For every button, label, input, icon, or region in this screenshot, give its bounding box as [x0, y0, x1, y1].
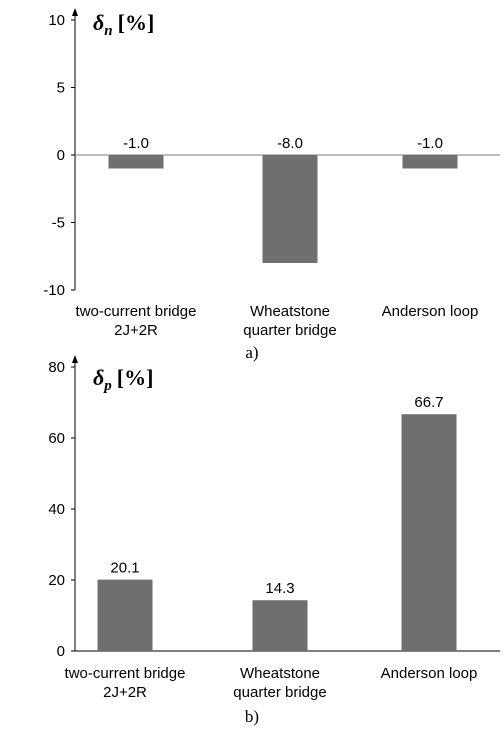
y-label-symbol: δ — [93, 365, 104, 390]
y-tick-label: -5 — [52, 215, 65, 232]
y-axis-label: δn [%] — [93, 10, 154, 39]
category-label: two-current bridge — [76, 303, 197, 320]
y-label-unit: [%] — [117, 365, 154, 390]
category-label: quarter bridge — [233, 684, 326, 701]
data-label: -1.0 — [123, 135, 149, 152]
y-label-unit: [%] — [118, 10, 155, 35]
y-tick-label: 0 — [57, 147, 65, 164]
bar — [262, 155, 318, 263]
y-tick-label: 60 — [48, 430, 65, 447]
category-label: Wheatstone — [250, 303, 330, 320]
category-label: Wheatstone — [240, 665, 320, 682]
y-axis-arrow — [72, 8, 78, 16]
data-label: 66.7 — [414, 394, 443, 411]
y-axis-label: δp [%] — [93, 365, 153, 394]
data-label: -8.0 — [277, 135, 303, 152]
y-axis-arrow — [72, 355, 78, 363]
data-label: 14.3 — [265, 580, 294, 597]
y-tick-label: 0 — [57, 643, 65, 660]
bar — [402, 155, 458, 169]
chart-b: 80 60 40 20 0 20.1 14.3 66.7 two-current bridge 2… — [48, 355, 500, 726]
chart-a: 10 5 0 -5 -10 -1.0 -8.0 -1.0 two-current bridge 2… — [43, 8, 500, 362]
y-label-subscript: n — [104, 23, 112, 39]
category-label: 2J+2R — [103, 684, 147, 701]
panel-label: a) — [245, 343, 258, 362]
bar — [97, 579, 153, 651]
data-label: -1.0 — [417, 135, 443, 152]
y-tick-label: 10 — [48, 12, 65, 29]
y-tick-label: 80 — [48, 359, 65, 376]
category-label: 2J+2R — [114, 322, 158, 339]
bar — [252, 600, 308, 651]
bar — [401, 414, 457, 651]
bar — [108, 155, 164, 169]
category-label: two-current bridge — [65, 665, 186, 682]
category-label: Anderson loop — [382, 303, 479, 320]
y-label-subscript: p — [102, 378, 112, 394]
y-tick-label: 5 — [57, 80, 65, 97]
category-label: Anderson loop — [381, 665, 478, 682]
y-tick-label: 20 — [48, 572, 65, 589]
category-label: quarter bridge — [243, 322, 336, 339]
data-label: 20.1 — [110, 560, 139, 577]
y-tick-label: 40 — [48, 501, 65, 518]
y-label-symbol: δ — [93, 10, 104, 35]
y-tick-label: -10 — [43, 282, 65, 299]
panel-label: b) — [245, 707, 259, 726]
